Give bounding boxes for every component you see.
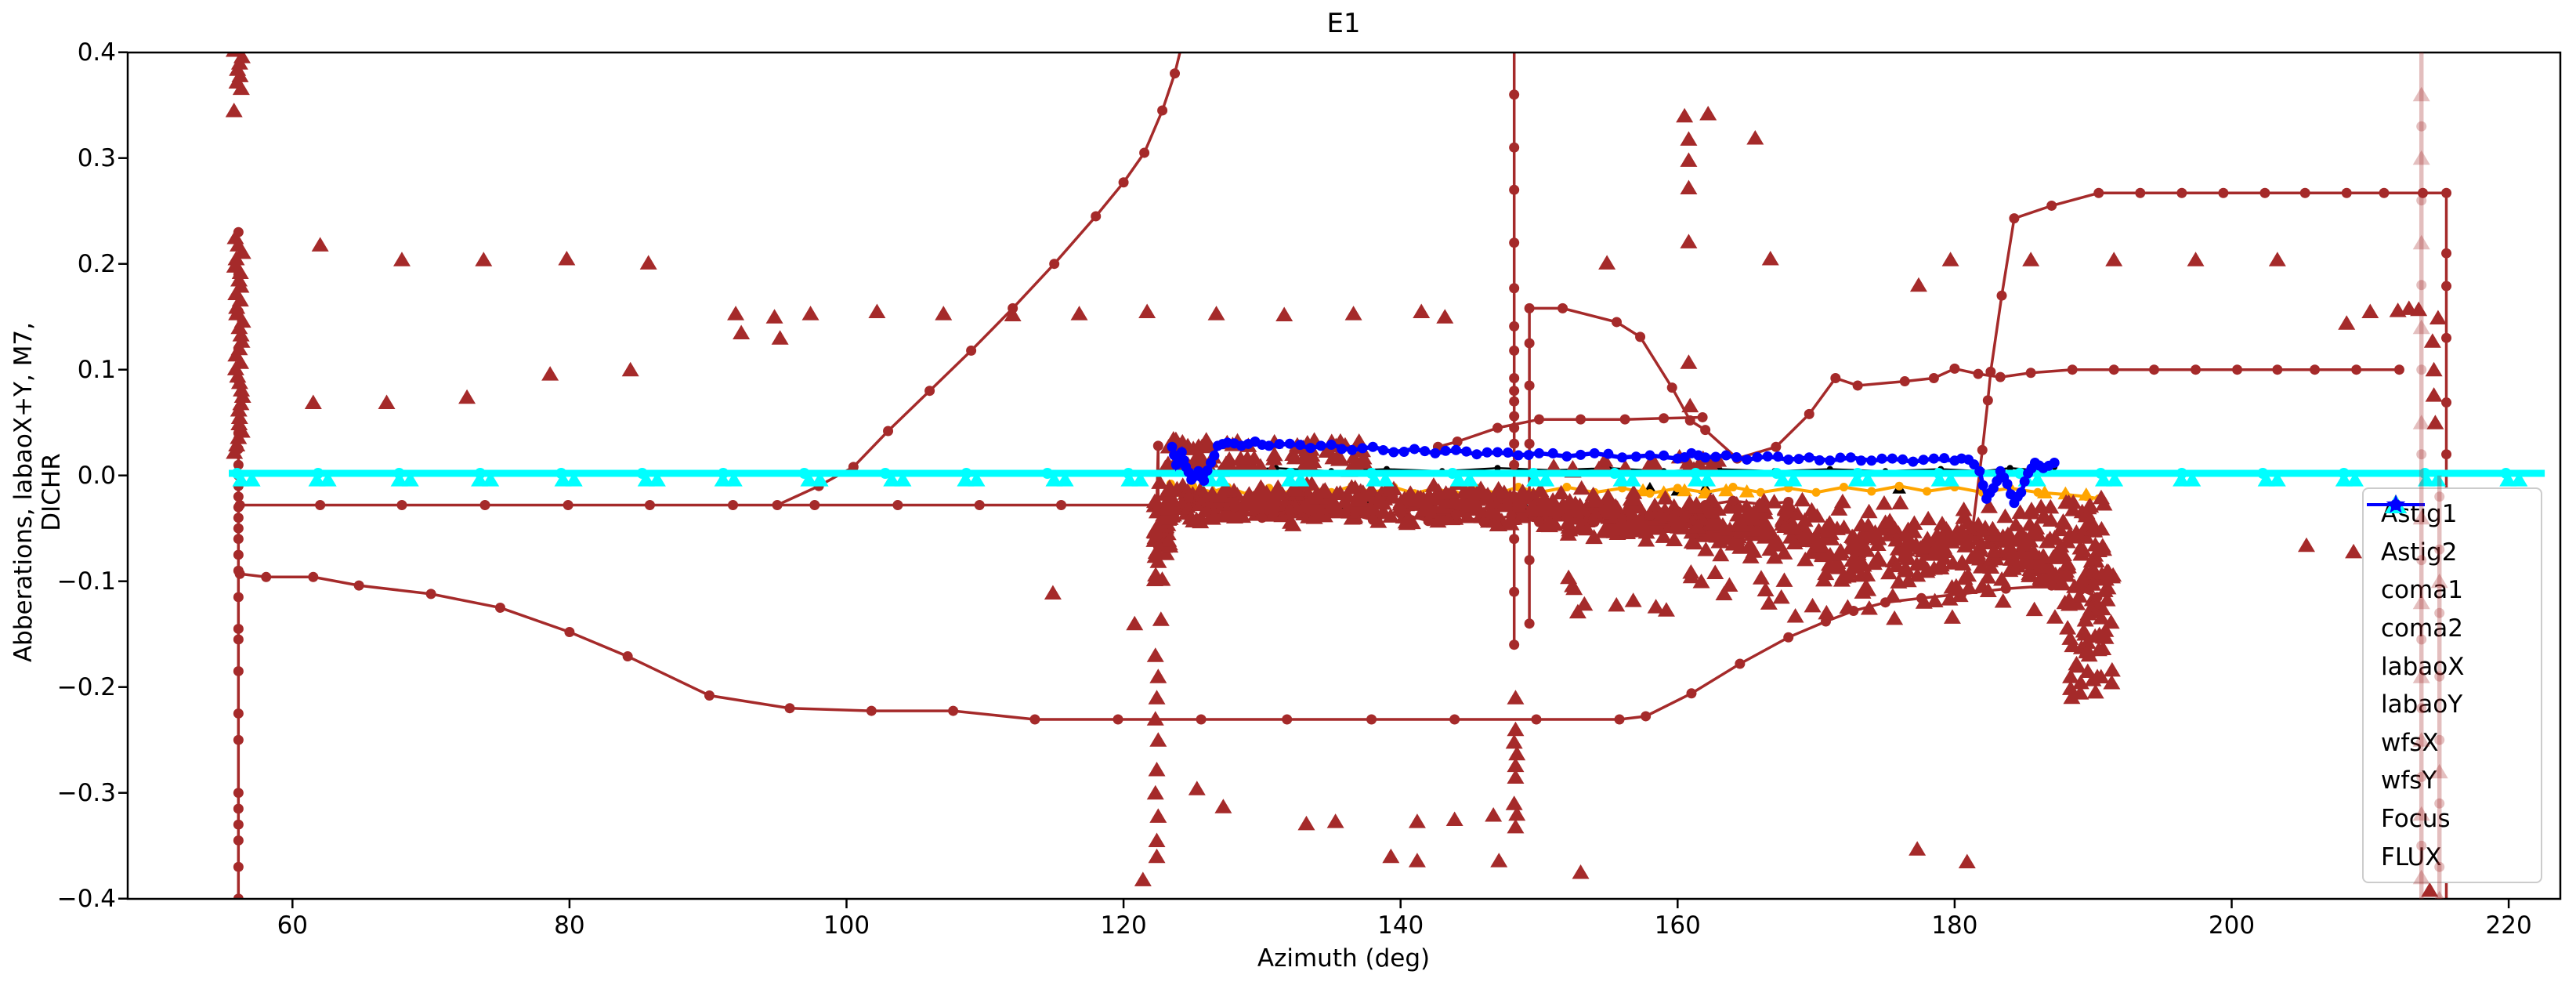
legend-item-Focus: Focus	[2367, 499, 2541, 839]
legend-item-coma2: coma2	[2367, 499, 2541, 648]
y-axis-label: Abberations, labaoX+Y, M7, DICHR	[9, 321, 66, 663]
y-tick-label: 0.0	[77, 461, 116, 490]
legend-item-labaoY: labaoY	[2367, 499, 2541, 724]
series-labaoX	[225, 53, 2447, 897]
legend: Astig1 Astig2 coma1 coma2 labaoX labaoY wfsX wf…	[2362, 487, 2542, 883]
legend-label: FLUX	[2381, 842, 2442, 871]
x-tick-label: 60	[277, 911, 309, 940]
x-tick-label: 200	[2208, 911, 2256, 940]
x-axis-label: Azimuth (deg)	[1257, 944, 1431, 973]
legend-label: labaoY	[2381, 690, 2463, 719]
y-tick-label: −0.3	[56, 778, 116, 807]
legend-item-wfsY: wfsY	[2367, 499, 2541, 800]
x-tick-label: 160	[1654, 911, 1701, 940]
x-tick-label: 80	[554, 911, 585, 940]
legend-label: Focus	[2381, 805, 2451, 834]
star-marker-icon	[2386, 494, 2406, 513]
y-tick-label: −0.4	[56, 884, 116, 913]
y-tick-label: 0.4	[77, 38, 116, 67]
legend-item-labaoX: labaoX	[2370, 494, 2541, 686]
series-wfsY	[229, 468, 2545, 479]
axes-frame	[118, 51, 2562, 908]
legend-item-Astig2: Astig2	[2367, 499, 2541, 572]
legend-label: coma1	[2381, 576, 2463, 605]
x-tick-label: 100	[823, 911, 870, 940]
legend-item-wfsX: wfsX	[2370, 494, 2541, 763]
x-tick-label: 180	[1931, 911, 1978, 940]
series-wfsX	[232, 472, 2528, 487]
legend-label: Astig2	[2381, 538, 2458, 567]
legend-label: wfsX	[2381, 728, 2439, 757]
y-tick-label: 0.2	[77, 249, 116, 278]
y-tick-label: 0.1	[77, 355, 116, 384]
x-tick-label: 140	[1377, 911, 1424, 940]
y-tick-label: −0.1	[56, 567, 116, 596]
legend-label: wfsY	[2381, 766, 2437, 795]
y-tick-label: −0.2	[56, 672, 116, 701]
legend-item-FLUX: FLUX	[2370, 494, 2541, 876]
y-tick-label: 0.3	[77, 143, 116, 172]
x-tick-label: 120	[1100, 911, 1147, 940]
x-tick-label: 220	[2485, 911, 2532, 940]
legend-item-coma1: coma1	[2370, 494, 2541, 610]
chart-title: E1	[1326, 8, 1361, 39]
legend-label: coma2	[2381, 614, 2463, 643]
plot-area	[225, 53, 2545, 899]
series-Focus	[1167, 437, 2060, 509]
legend-label: labaoX	[2381, 652, 2465, 681]
